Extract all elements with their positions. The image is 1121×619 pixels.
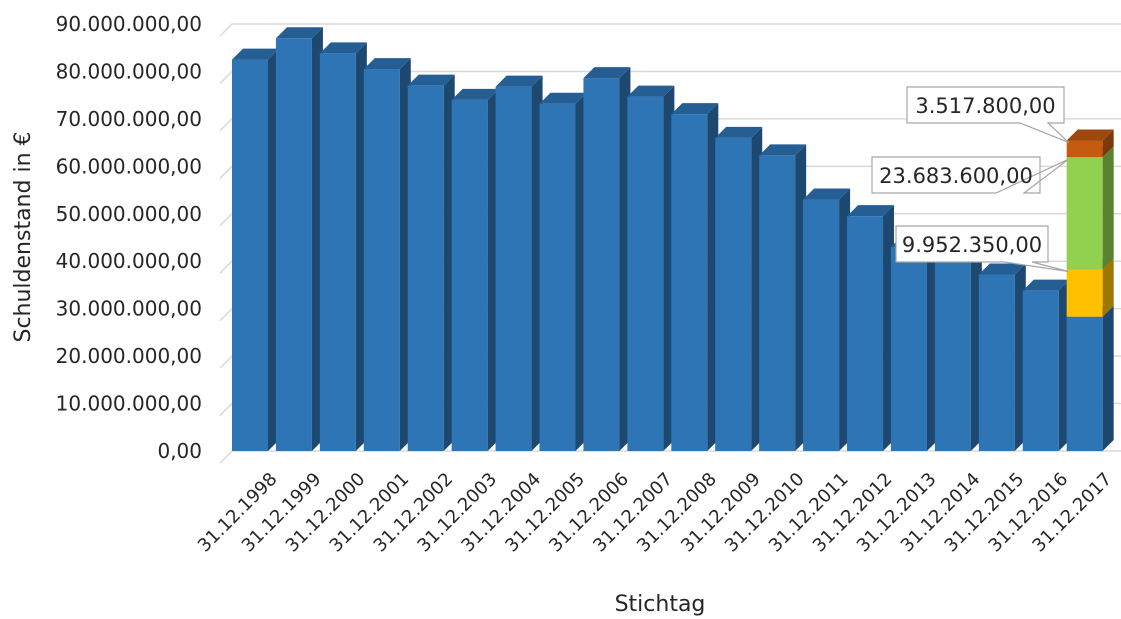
- y-tick-label: 60.000.000,00: [56, 154, 202, 178]
- bar-front: [979, 275, 1015, 451]
- bar-segment: [1023, 280, 1070, 451]
- bar-segment: [540, 93, 587, 451]
- bar-front: [496, 87, 532, 451]
- y-tick-label: 30.000.000,00: [56, 297, 202, 321]
- bar-segment: [496, 76, 543, 451]
- bar-segment: [320, 42, 367, 451]
- y-tick-label: 80.000.000,00: [56, 59, 202, 83]
- x-axis-ticks: 31.12.199831.12.199931.12.200031.12.2001…: [194, 469, 1116, 557]
- data-label: 9.952.350,00: [902, 233, 1042, 257]
- bar-segment: [759, 144, 806, 451]
- bar-front: [847, 216, 883, 451]
- data-label-callouts: 3.517.800,00 23.683.600,00 9.952.350,00: [872, 87, 1069, 272]
- bar-side: [1103, 146, 1114, 269]
- bar-front: [583, 78, 619, 451]
- y-tick-label: 10.000.000,00: [56, 392, 202, 416]
- bar-front: [715, 138, 751, 451]
- bar-segment: [232, 49, 279, 451]
- bar-segment: [891, 236, 938, 451]
- bar-segment: [276, 27, 323, 451]
- data-label-callout: 3.517.800,00: [907, 87, 1069, 142]
- bar-segment: [627, 86, 674, 451]
- bar-front: [891, 247, 927, 451]
- bar-segment: [1067, 129, 1114, 157]
- y-tick-label: 0,00: [157, 439, 202, 463]
- bar-front: [1067, 270, 1103, 317]
- bar-front: [671, 114, 707, 451]
- bar-segment: [979, 264, 1026, 451]
- bar-front: [1067, 140, 1103, 157]
- bar-front: [759, 155, 795, 451]
- y-tick-label: 40.000.000,00: [56, 249, 202, 273]
- bar-front: [1067, 157, 1103, 269]
- gridline: [220, 451, 1121, 463]
- bar-front: [935, 259, 971, 451]
- y-axis-ticks: 0,00 10.000.000,00 20.000.000,00 30.000.000…: [56, 12, 202, 463]
- x-axis-title: Stichtag: [615, 592, 706, 617]
- bar-front: [408, 86, 444, 451]
- bar-front: [452, 100, 488, 451]
- bar-side: [1103, 306, 1114, 451]
- bar-segment: [408, 75, 455, 451]
- bar-front: [540, 104, 576, 451]
- bar-front: [320, 53, 356, 451]
- bar-segment: [847, 205, 894, 451]
- y-tick-label: 70.000.000,00: [56, 107, 202, 131]
- bar-front: [803, 200, 839, 451]
- y-tick-label: 90.000.000,00: [56, 12, 202, 36]
- bar-front: [232, 60, 268, 451]
- data-label-callout: 23.683.600,00: [872, 157, 1069, 193]
- bar-front: [1023, 291, 1059, 451]
- bar-segment: [452, 89, 499, 451]
- bar-segment: [364, 58, 411, 451]
- y-tick-label: 20.000.000,00: [56, 344, 202, 368]
- bar-front: [1067, 317, 1103, 451]
- bar-segment: [583, 67, 630, 451]
- bar-segment: [935, 248, 982, 451]
- gridline: [220, 24, 1121, 36]
- bar-segment: [803, 189, 850, 451]
- bar-segment: [1067, 146, 1114, 269]
- y-tick-label: 50.000.000,00: [56, 202, 202, 226]
- data-label: 3.517.800,00: [915, 94, 1055, 118]
- bar-front: [627, 97, 663, 451]
- data-label: 23.683.600,00: [879, 164, 1033, 188]
- bar-segment: [1067, 306, 1114, 451]
- bar-front: [364, 69, 400, 451]
- bar-front: [276, 38, 312, 451]
- bar-segment: [715, 127, 762, 451]
- y-axis-title: Schuldenstand in €: [11, 131, 36, 342]
- bar-segment: [671, 103, 718, 451]
